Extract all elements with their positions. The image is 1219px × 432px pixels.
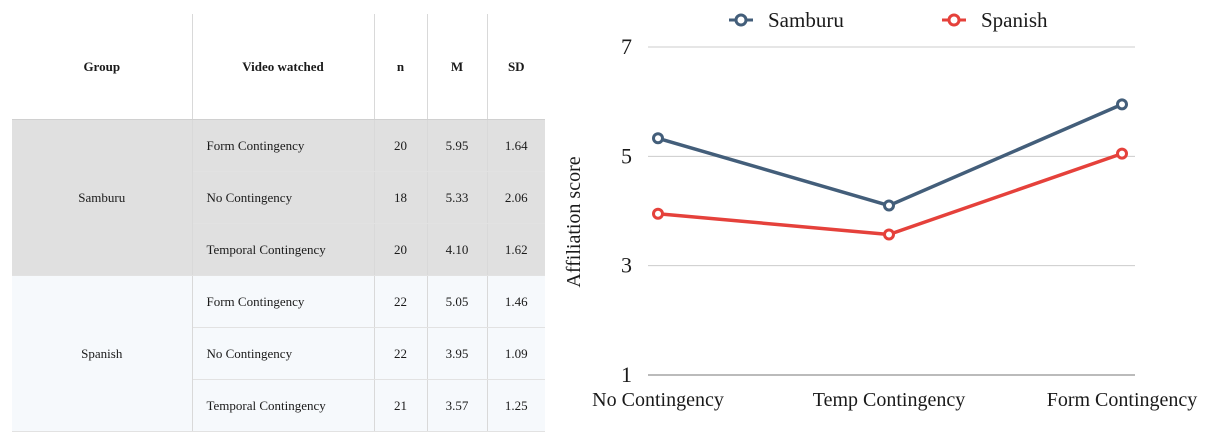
header-m: M	[427, 14, 488, 120]
m-cell: 5.05	[427, 275, 488, 328]
legend-swatch-marker	[947, 13, 961, 27]
x-tick-label: Temp Contingency	[813, 389, 965, 411]
chart-series	[652, 98, 1128, 241]
group-cell-samburu: Samburu	[12, 119, 193, 276]
x-tick-label: Form Contingency	[1047, 389, 1198, 411]
y-tick-label: 1	[621, 362, 632, 387]
series-line-samburu	[657, 102, 1123, 208]
video-cell: Form Contingency	[192, 119, 375, 172]
n-cell: 21	[374, 379, 428, 432]
sd-cell: 2.06	[487, 171, 545, 224]
legend-swatch-marker	[734, 13, 748, 27]
sd-cell: 1.25	[487, 379, 545, 432]
m-cell: 4.10	[427, 223, 488, 276]
y-tick-label: 5	[621, 143, 632, 168]
sd-cell: 1.09	[487, 327, 545, 380]
video-cell: Temporal Contingency	[192, 223, 375, 276]
table-row: Temporal Contingency 20 4.10 1.62	[12, 223, 545, 276]
table-row: Spanish Form Contingency 22 5.05 1.46	[12, 275, 545, 432]
x-tick-label: No Contingency	[592, 389, 724, 411]
m-cell: 3.95	[427, 327, 488, 380]
header-sd: SD	[487, 14, 545, 120]
data-point-samburu	[1116, 98, 1128, 111]
data-point-spanish	[652, 207, 664, 220]
n-cell: 20	[374, 119, 428, 172]
video-cell: No Contingency	[192, 327, 375, 380]
table-row: No Contingency 18 5.33 2.06	[12, 171, 545, 224]
table-row: Samburu Form Contingency 20 5.95 1.64	[12, 119, 545, 276]
m-cell: 3.57	[427, 379, 488, 432]
data-point-samburu	[883, 199, 895, 212]
video-cell: Form Contingency	[192, 275, 375, 328]
video-cell: No Contingency	[192, 171, 375, 224]
n-cell: 22	[374, 327, 428, 380]
legend-label-spanish: Spanish	[981, 8, 1048, 32]
affiliation-line-chart: Samburu Spanish 1 3 5 7 No Contingency Temp C…	[563, 8, 1197, 411]
y-tick-labels: 1 3 5 7	[621, 34, 632, 387]
legend-label-samburu: Samburu	[768, 8, 844, 32]
data-point-samburu	[652, 132, 664, 145]
y-tick-label: 3	[621, 253, 632, 278]
n-cell: 18	[374, 171, 428, 224]
m-cell: 5.33	[427, 171, 488, 224]
data-point-spanish	[1116, 147, 1128, 160]
video-cell: Temporal Contingency	[192, 379, 375, 432]
header-video: Video watched	[192, 14, 375, 120]
n-cell: 22	[374, 275, 428, 328]
m-cell: 5.95	[427, 119, 488, 172]
table-row: No Contingency 22 3.95 1.09	[12, 327, 545, 380]
group-cell-spanish: Spanish	[12, 275, 193, 432]
statistics-table: Group Video watched n M SD Samburu Form …	[12, 14, 545, 432]
table-header-row: Group Video watched n M SD	[12, 14, 545, 120]
grid-lines	[648, 46, 1135, 376]
chart-legend: Samburu Spanish	[729, 8, 1048, 32]
header-group: Group	[12, 14, 193, 120]
sd-cell: 1.62	[487, 223, 545, 276]
y-tick-label: 7	[621, 34, 632, 59]
data-point-spanish	[883, 228, 895, 241]
header-n: n	[374, 14, 428, 120]
sd-cell: 1.46	[487, 275, 545, 328]
y-axis-label: Affiliation score	[563, 156, 585, 287]
n-cell: 20	[374, 223, 428, 276]
sd-cell: 1.64	[487, 119, 545, 172]
x-tick-labels: No Contingency Temp Contingency Form Conti…	[592, 389, 1197, 411]
series-line-spanish	[657, 151, 1123, 237]
